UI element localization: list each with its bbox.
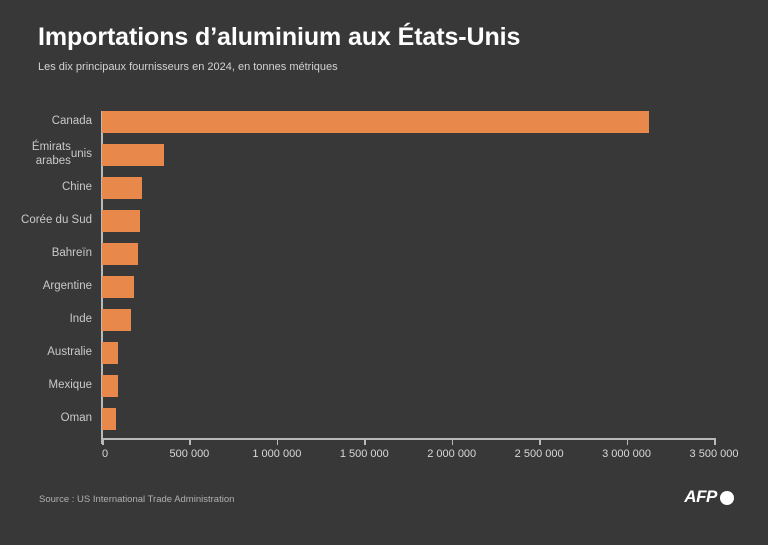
bar-category-label: Chine bbox=[0, 171, 92, 204]
bar-row: Corée du Sud bbox=[0, 204, 768, 237]
circle-dot-icon bbox=[720, 491, 734, 505]
bar bbox=[102, 309, 131, 331]
x-axis-tick bbox=[102, 438, 104, 445]
bar-category-label-line: Argentine bbox=[42, 279, 92, 292]
x-axis-tick-label: 500 000 bbox=[169, 448, 210, 460]
source-note: Source : US International Trade Administ… bbox=[39, 494, 235, 505]
bar-category-label: Argentine bbox=[0, 270, 92, 303]
x-axis: 0 500 000 1 000 000 1 500 000 2 000 000 2 500… bbox=[0, 438, 768, 478]
bar-category-label-line: Corée du Sud bbox=[21, 213, 92, 226]
bar-category-label: Émirats arabes unis bbox=[0, 138, 92, 171]
x-axis-line bbox=[101, 438, 714, 440]
bar-category-label-line: Chine bbox=[61, 180, 92, 193]
bar-row: Bahreïn bbox=[0, 237, 768, 270]
y-axis-line bbox=[101, 111, 103, 444]
bar-category-label: Australie bbox=[0, 336, 92, 369]
x-axis-tick bbox=[714, 438, 716, 445]
bar bbox=[102, 408, 116, 430]
x-axis-tick-label: 3 000 000 bbox=[602, 448, 652, 460]
chart-footer: Source : US International Trade Administ… bbox=[0, 487, 768, 534]
x-axis-tick bbox=[189, 438, 191, 445]
bar-category-label-line: Bahreïn bbox=[51, 246, 92, 259]
bar-category-label-line: Inde bbox=[69, 312, 92, 325]
bar-row: Oman bbox=[0, 402, 768, 435]
page-title: Importations d’aluminium aux États-Unis bbox=[38, 23, 521, 51]
bar-chart-plot-area: Canada Émirats arabes unis Chine Corée du Su… bbox=[0, 105, 768, 445]
bar-row: Émirats arabes unis bbox=[0, 138, 768, 171]
bar bbox=[102, 144, 164, 166]
bar bbox=[102, 111, 650, 133]
bar-row: Chine bbox=[0, 171, 768, 204]
bar-category-label: Bahreïn bbox=[0, 237, 92, 270]
x-axis-tick-label: 2 000 000 bbox=[427, 448, 477, 460]
bar bbox=[102, 177, 142, 199]
bar-category-label-line: Émirats arabes bbox=[31, 141, 71, 167]
bar-category-label-line: unis bbox=[70, 147, 92, 160]
x-axis-tick-label: 1 500 000 bbox=[339, 448, 389, 460]
afp-wordmark: AFP bbox=[684, 487, 717, 506]
bar bbox=[102, 342, 119, 364]
bar-category-label-line: Mexique bbox=[48, 378, 92, 391]
bar-category-label: Inde bbox=[0, 303, 92, 336]
bar-category-label: Oman bbox=[0, 402, 92, 435]
bar bbox=[102, 375, 118, 397]
bar-row: Canada bbox=[0, 105, 768, 138]
bar-row: Argentine bbox=[0, 270, 768, 303]
bar-category-label-line: Canada bbox=[51, 114, 92, 127]
x-axis-tick-label: 2 500 000 bbox=[514, 448, 564, 460]
bar-category-label-line: Australie bbox=[47, 345, 92, 358]
bar-row: Mexique bbox=[0, 369, 768, 402]
bar-row: Inde bbox=[0, 303, 768, 336]
bar-category-label: Canada bbox=[0, 105, 92, 138]
x-axis-tick bbox=[539, 438, 541, 445]
x-axis-tick-label: 0 bbox=[101, 448, 109, 460]
afp-logo: AFP bbox=[684, 487, 734, 507]
bar-category-label: Corée du Sud bbox=[0, 204, 92, 237]
x-axis-tick bbox=[364, 438, 366, 445]
bar-category-label-line: Oman bbox=[60, 411, 92, 424]
chart-subtitle: Les dix principaux fournisseurs en 2024,… bbox=[38, 60, 338, 73]
bar bbox=[102, 243, 138, 265]
x-axis-tick bbox=[276, 438, 279, 445]
chart-header: Importations d’aluminium aux États-Unis … bbox=[38, 23, 738, 74]
bar-category-label: Mexique bbox=[0, 369, 92, 402]
bar bbox=[102, 276, 134, 298]
x-axis-tick bbox=[626, 438, 629, 445]
x-axis-tick bbox=[451, 438, 454, 445]
x-axis-tick-label: 3 500 000 bbox=[689, 448, 739, 460]
x-axis-tick-label: 1 000 000 bbox=[252, 448, 302, 460]
bar-row: Australie bbox=[0, 336, 768, 369]
bar bbox=[102, 210, 140, 232]
